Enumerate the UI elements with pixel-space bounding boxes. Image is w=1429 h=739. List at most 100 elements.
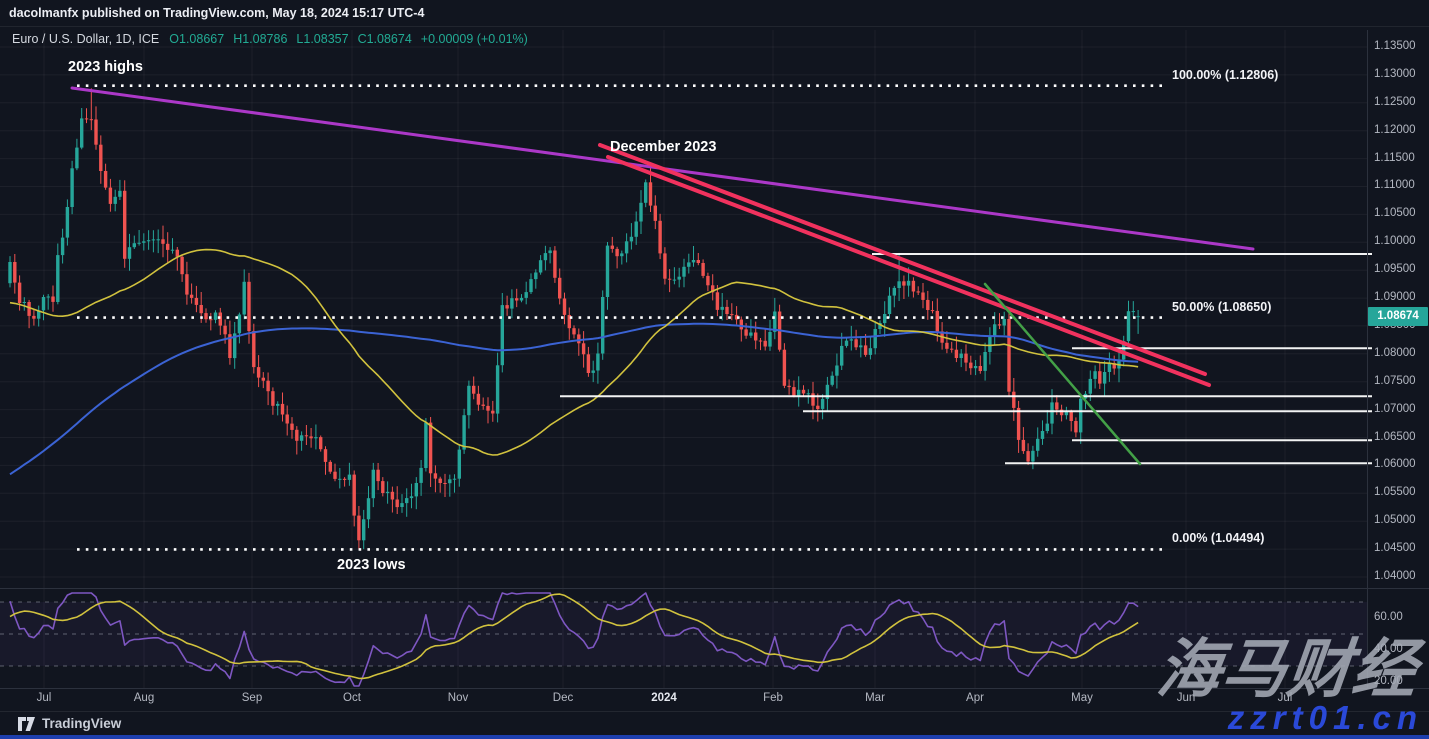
candle-body xyxy=(209,319,213,321)
price-axis-label[interactable]: 1.12500 xyxy=(1374,96,1416,108)
candle-body xyxy=(1126,311,1131,342)
time-axis-label[interactable]: Jul xyxy=(1277,692,1293,704)
tradingview-logo-icon[interactable] xyxy=(18,716,35,731)
symbol-title[interactable]: Euro / U.S. Dollar, 1D, ICE xyxy=(12,32,160,46)
candle-body xyxy=(242,281,246,315)
candle-body xyxy=(691,260,696,263)
symbol-legend[interactable]: Euro / U.S. Dollar, 1D, ICE O1.08667 H1.08… xyxy=(12,31,537,47)
time-axis-label[interactable]: Dec xyxy=(552,692,574,704)
candle-body xyxy=(773,311,777,332)
candle-body xyxy=(916,291,920,293)
price-axis-label[interactable]: 1.07000 xyxy=(1374,403,1416,415)
candle-body xyxy=(22,302,26,303)
candle-body xyxy=(744,329,748,336)
candle-body xyxy=(1007,319,1011,392)
candle-body xyxy=(51,296,55,302)
time-axis-label[interactable]: Feb xyxy=(763,692,783,704)
candle-body xyxy=(452,478,457,480)
time-axis-label[interactable]: Mar xyxy=(865,692,885,704)
price-axis-label[interactable]: 1.13000 xyxy=(1374,68,1416,80)
candle-body xyxy=(405,498,409,504)
candle-body xyxy=(419,467,423,483)
rsi-axis-label[interactable]: 60.00 xyxy=(1374,611,1403,623)
time-axis-label[interactable]: Nov xyxy=(447,692,469,704)
descending-channel-red-upper xyxy=(598,143,1207,376)
time-axis-label[interactable]: Jun xyxy=(1176,692,1196,704)
price-axis-label[interactable]: 1.04500 xyxy=(1374,542,1416,554)
price-axis-label[interactable]: 1.10000 xyxy=(1374,235,1416,247)
time-axis-label[interactable]: Aug xyxy=(133,692,155,704)
time-axis-label[interactable]: 2024 xyxy=(651,692,677,704)
price-axis-label[interactable]: 1.07500 xyxy=(1374,375,1416,387)
price-axis-label[interactable]: 1.05500 xyxy=(1374,486,1416,498)
candle-body xyxy=(983,352,987,371)
candle-body xyxy=(443,483,447,484)
price-axis-label[interactable]: 1.06500 xyxy=(1374,431,1416,443)
tradingview-logo-text[interactable]: TradingView xyxy=(42,716,122,731)
time-axis-label[interactable]: Jul xyxy=(36,692,52,704)
price-axis-label[interactable]: 1.10500 xyxy=(1374,207,1416,219)
annotation-lows-2023: 2023 lows xyxy=(337,557,406,573)
candle-body xyxy=(314,437,318,439)
annotation-december-2023: December 2023 xyxy=(610,139,717,155)
candle-body xyxy=(672,279,677,281)
watermark-brand: 海马财经 xyxy=(1153,633,1422,705)
candle-body xyxy=(558,277,562,299)
candle-body xyxy=(629,236,634,242)
candle-body xyxy=(271,391,275,406)
candle-body xyxy=(911,280,916,292)
price-axis-label[interactable]: 1.13500 xyxy=(1374,40,1416,52)
candle-body xyxy=(352,474,356,516)
rsi-axis-label[interactable]: 20.00 xyxy=(1374,675,1403,687)
price-axis-label[interactable]: 1.06000 xyxy=(1374,458,1416,470)
candle-body xyxy=(261,377,265,381)
price-axis-label[interactable]: 1.12000 xyxy=(1374,124,1416,136)
candle-body xyxy=(285,414,289,424)
candle-body xyxy=(1069,411,1073,421)
candle-body xyxy=(424,422,428,468)
price-axis-label[interactable]: 1.09500 xyxy=(1374,263,1416,275)
candle-body xyxy=(768,332,772,347)
candle-body xyxy=(319,437,323,450)
candle-body xyxy=(1012,391,1016,408)
candle-body xyxy=(495,365,500,414)
candle-body xyxy=(553,250,557,278)
candle-body xyxy=(390,491,395,500)
ohlc-low: L1.08357 xyxy=(296,32,349,46)
candle-body xyxy=(749,332,753,336)
candle-body xyxy=(820,398,825,409)
candle-body xyxy=(1136,316,1140,318)
candle-body xyxy=(1131,311,1135,313)
candle-body xyxy=(347,474,352,480)
candle-body xyxy=(448,479,452,484)
time-axis-label[interactable]: Sep xyxy=(241,692,263,704)
candle-body xyxy=(988,336,992,352)
price-axis-label[interactable]: 1.09000 xyxy=(1374,291,1416,303)
price-axis-label[interactable]: 1.11000 xyxy=(1374,179,1415,191)
candle-body xyxy=(218,312,222,326)
grid-lines xyxy=(0,30,1367,688)
candle-body xyxy=(959,353,963,358)
time-axis-label[interactable]: Apr xyxy=(966,692,984,704)
candle-body xyxy=(80,118,84,148)
price-axis-label[interactable]: 1.08000 xyxy=(1374,347,1416,359)
price-axis-label[interactable]: 1.04000 xyxy=(1374,570,1416,582)
candle-body xyxy=(41,297,46,311)
ohlc-close: C1.08674 xyxy=(357,32,412,46)
candle-body xyxy=(151,239,156,241)
price-axis-label[interactable]: 1.11500 xyxy=(1374,152,1415,164)
candle-body xyxy=(667,278,672,280)
candle-body xyxy=(342,478,347,480)
time-axis-label[interactable]: May xyxy=(1071,692,1093,704)
candle-body xyxy=(648,182,653,206)
candle-body xyxy=(1021,439,1026,452)
price-axis-label[interactable]: 1.05000 xyxy=(1374,514,1416,526)
rsi-axis-label[interactable]: 40.00 xyxy=(1374,643,1403,655)
time-axis-label[interactable]: Oct xyxy=(343,692,361,704)
candle-body xyxy=(715,292,720,310)
candle-body xyxy=(32,315,36,319)
candle-body xyxy=(620,253,624,257)
candle-body xyxy=(8,262,12,284)
candle-body xyxy=(127,247,132,259)
